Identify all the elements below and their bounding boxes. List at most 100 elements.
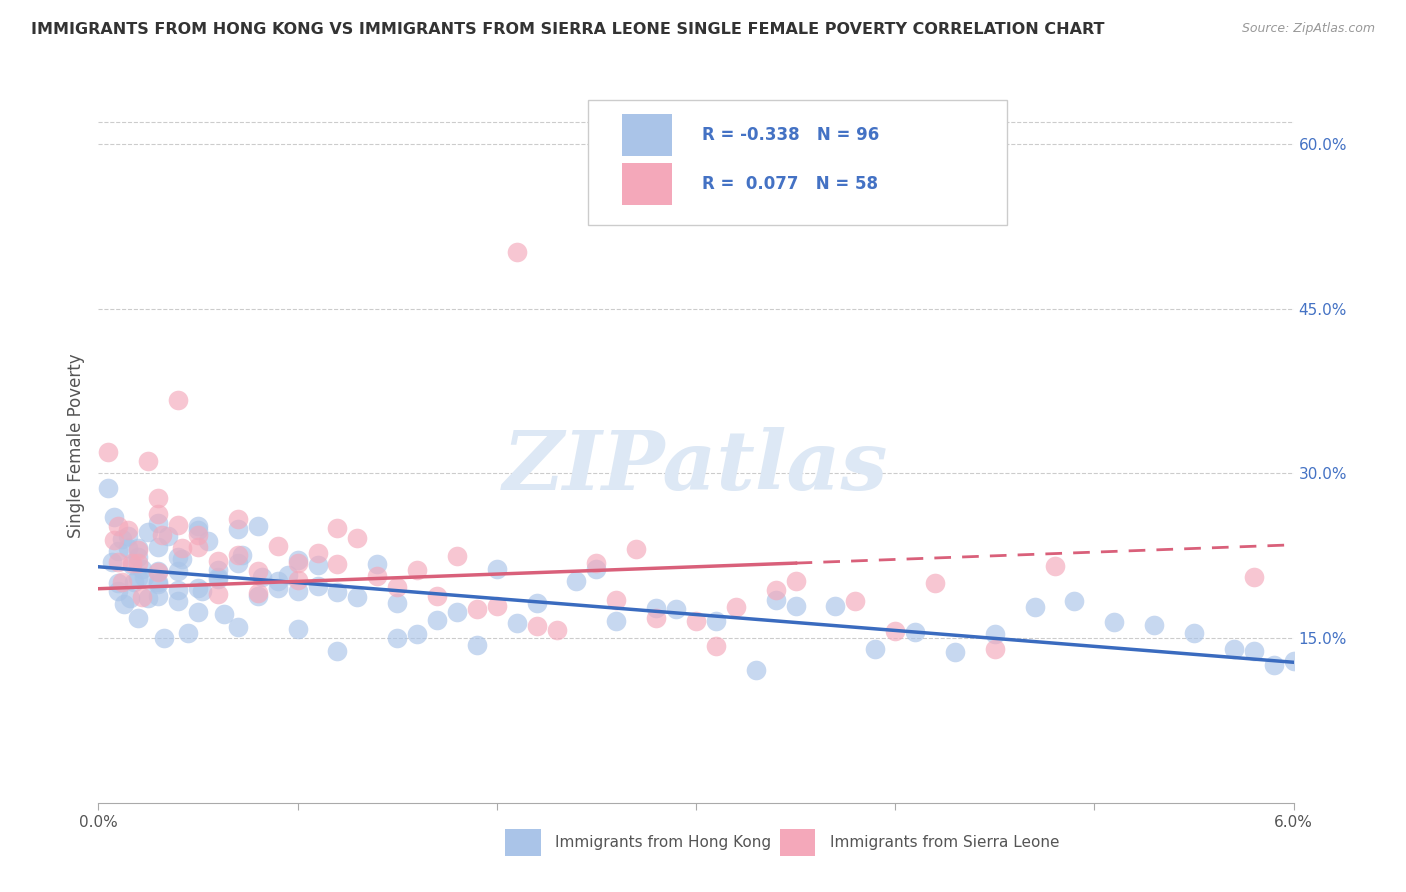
Bar xyxy=(779,830,815,856)
Point xyxy=(148,575,170,590)
Point xyxy=(785,574,807,589)
Point xyxy=(127,556,149,570)
Point xyxy=(127,571,149,585)
Text: ZIPatlas: ZIPatlas xyxy=(503,427,889,508)
Point xyxy=(250,570,273,584)
Point xyxy=(207,554,229,568)
Point xyxy=(645,611,668,625)
Point xyxy=(267,539,290,553)
Point xyxy=(167,583,190,598)
Point xyxy=(207,562,229,576)
Point xyxy=(346,590,368,604)
Point xyxy=(884,624,907,639)
Point xyxy=(117,523,139,537)
Point xyxy=(267,574,290,588)
Point xyxy=(526,596,548,610)
Point xyxy=(446,606,468,620)
Point xyxy=(127,611,149,625)
Point xyxy=(585,556,607,570)
Point xyxy=(148,540,170,554)
Text: Immigrants from Hong Kong: Immigrants from Hong Kong xyxy=(555,835,770,849)
Point xyxy=(167,393,190,408)
Point xyxy=(136,591,159,606)
Point xyxy=(366,569,388,583)
Point xyxy=(287,556,309,570)
Point xyxy=(127,541,149,555)
Point xyxy=(148,507,170,521)
Point xyxy=(97,481,120,495)
Point xyxy=(212,607,235,621)
Point xyxy=(765,593,787,607)
Point xyxy=(1063,594,1085,608)
Point xyxy=(287,583,309,598)
Point xyxy=(167,565,190,579)
Point xyxy=(326,644,349,658)
Point xyxy=(785,599,807,613)
Point xyxy=(745,663,768,677)
Point xyxy=(546,624,568,638)
Point xyxy=(207,586,229,600)
Point xyxy=(172,541,194,555)
Point xyxy=(187,605,209,619)
Point xyxy=(226,620,249,634)
Point xyxy=(526,619,548,633)
Bar xyxy=(505,830,541,856)
Point xyxy=(107,584,129,599)
Point xyxy=(865,642,887,657)
Point xyxy=(148,516,170,531)
Point xyxy=(124,574,146,589)
Point xyxy=(385,580,409,594)
Point xyxy=(1143,618,1166,632)
Point xyxy=(187,523,209,537)
Point xyxy=(426,613,449,627)
Point xyxy=(111,575,134,590)
Point xyxy=(326,520,349,534)
Text: Source: ZipAtlas.com: Source: ZipAtlas.com xyxy=(1241,22,1375,36)
Point xyxy=(685,615,707,629)
Point xyxy=(197,533,219,548)
Point xyxy=(107,544,129,558)
Point xyxy=(112,597,135,611)
Point xyxy=(277,568,299,582)
Point xyxy=(1024,599,1046,614)
Point xyxy=(1043,558,1066,573)
Point xyxy=(107,576,129,591)
Point xyxy=(1243,644,1265,658)
Point xyxy=(131,590,153,604)
Point xyxy=(1182,625,1205,640)
Point xyxy=(177,626,200,640)
Point xyxy=(904,624,927,639)
Point xyxy=(465,602,488,616)
Text: Immigrants from Sierra Leone: Immigrants from Sierra Leone xyxy=(830,835,1059,849)
Point xyxy=(148,590,170,604)
Point xyxy=(984,641,1007,656)
Point xyxy=(172,552,194,566)
Point xyxy=(187,581,209,595)
Point xyxy=(121,558,143,573)
Point xyxy=(148,564,170,578)
Point xyxy=(246,589,269,603)
Point xyxy=(307,558,329,573)
Point xyxy=(426,589,449,603)
Point xyxy=(485,599,508,613)
Point xyxy=(605,593,627,607)
Point xyxy=(246,564,269,578)
Point xyxy=(167,594,190,608)
Point xyxy=(1104,615,1126,629)
Text: IMMIGRANTS FROM HONG KONG VS IMMIGRANTS FROM SIERRA LEONE SINGLE FEMALE POVERTY : IMMIGRANTS FROM HONG KONG VS IMMIGRANTS … xyxy=(31,22,1105,37)
Point xyxy=(136,454,159,468)
Point xyxy=(150,528,173,542)
Point xyxy=(246,519,269,533)
Point xyxy=(765,582,787,597)
Point xyxy=(136,525,159,540)
Point xyxy=(117,541,139,555)
FancyBboxPatch shape xyxy=(589,100,1007,225)
Point xyxy=(287,573,309,587)
Point xyxy=(187,540,209,554)
Point xyxy=(127,549,149,564)
Point xyxy=(665,602,688,616)
Point xyxy=(943,645,966,659)
Point xyxy=(824,599,846,614)
Point xyxy=(446,549,468,564)
Point xyxy=(406,563,429,577)
